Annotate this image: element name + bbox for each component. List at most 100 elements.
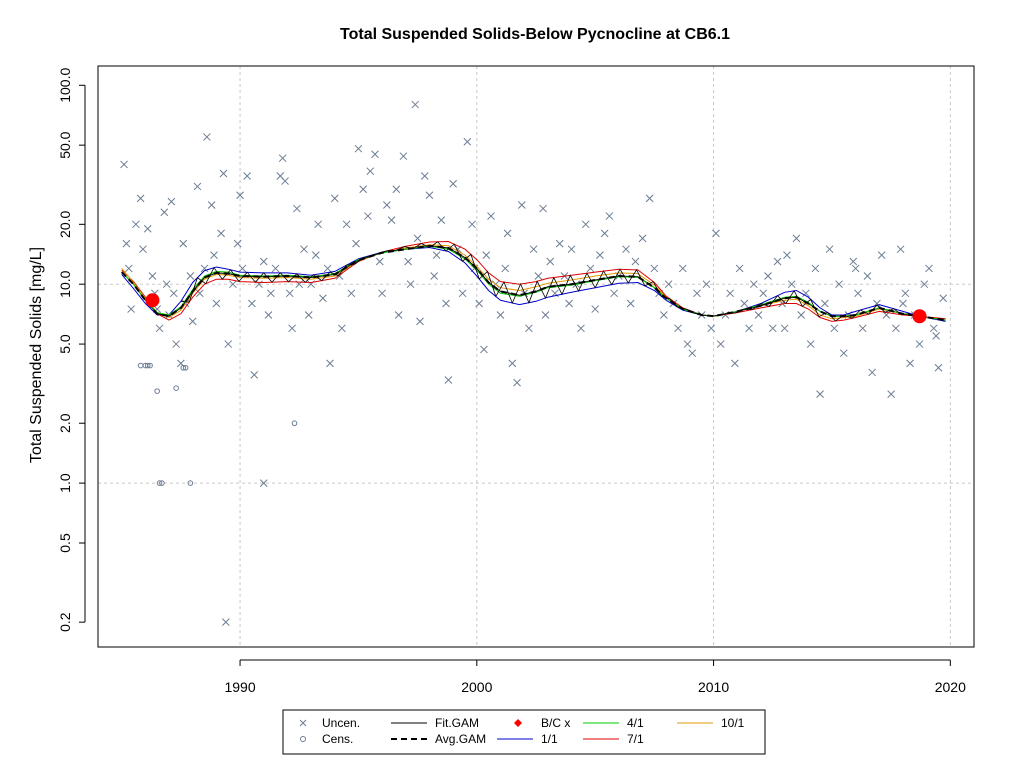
marker-stroke	[338, 324, 346, 333]
uncensored-point	[259, 479, 268, 487]
uncensored-point	[330, 194, 339, 203]
x-tick-label: 1990	[224, 679, 255, 695]
marker-stroke	[806, 340, 815, 348]
uncensored-point	[792, 234, 801, 243]
marker-stroke	[726, 289, 734, 298]
uncensored-point	[915, 340, 924, 348]
y-tick-label: 100.0	[57, 68, 73, 103]
uncensored-point	[148, 272, 157, 280]
marker-stroke	[188, 317, 197, 326]
marker-stroke	[250, 371, 259, 379]
uncensored-point	[638, 234, 647, 243]
uncensored-point	[849, 257, 858, 266]
chart-title: Total Suspended Solids-Below Pycnocline …	[340, 26, 730, 43]
marker-stroke	[352, 239, 360, 248]
uncensored-point	[797, 311, 806, 319]
uncensored-point	[160, 208, 169, 217]
marker-stroke	[432, 251, 441, 259]
uncensored-point	[278, 154, 287, 163]
uncensored-point	[442, 299, 450, 308]
uncensored-point	[217, 229, 225, 238]
uncensored-point	[364, 212, 372, 220]
uncensored-point	[596, 251, 604, 259]
uncensored-point	[899, 299, 907, 308]
marker-stroke	[136, 194, 145, 203]
marker-stroke	[148, 272, 157, 280]
marker-stroke	[899, 299, 907, 308]
marker-stroke	[539, 204, 547, 213]
uncensored-point	[122, 239, 131, 248]
marker-stroke	[224, 340, 233, 348]
marker-stroke	[854, 289, 862, 298]
uncensored-point	[143, 224, 152, 233]
marker-stroke	[773, 257, 782, 266]
uncensored-point	[773, 257, 782, 266]
marker-stroke	[259, 257, 268, 266]
marker-stroke	[555, 239, 564, 248]
marker-stroke	[534, 272, 543, 280]
marker-stroke	[420, 172, 429, 180]
marker-stroke	[934, 363, 943, 372]
marker-stroke	[278, 154, 287, 163]
marker-stroke	[735, 264, 744, 273]
censored-point	[291, 420, 298, 427]
uncensored-point	[413, 234, 422, 243]
marker-stroke	[293, 204, 301, 213]
uncensored-point	[382, 201, 391, 209]
y-tick-label: 20.0	[57, 210, 73, 237]
marker-stroke	[217, 229, 225, 238]
series-line-10-1	[121, 244, 946, 321]
uncensored-point	[591, 305, 600, 313]
legend-diamond-icon	[514, 719, 522, 727]
marker-stroke	[683, 340, 692, 348]
uncensored-point	[219, 169, 228, 178]
uncensored-point	[816, 390, 824, 399]
marker-stroke	[896, 245, 905, 254]
uncensored-point	[179, 239, 188, 248]
series-line-avg-gam	[120, 244, 946, 322]
uncensored-point	[787, 280, 796, 289]
legend-label: 10/1	[721, 716, 745, 730]
uncensored-point	[347, 289, 356, 298]
uncensored-point	[707, 324, 716, 333]
uncensored-point	[311, 251, 320, 259]
marker-stroke	[193, 182, 202, 191]
marker-stroke	[811, 264, 820, 273]
uncensored-point	[411, 100, 420, 109]
legend-item: Uncen.	[299, 716, 360, 730]
uncensored-point	[745, 324, 753, 333]
marker-stroke	[143, 224, 152, 233]
marker-stroke	[167, 197, 176, 206]
marker-stroke	[229, 280, 237, 289]
marker-stroke	[835, 280, 843, 289]
uncensored-point	[293, 204, 301, 213]
marker-stroke	[411, 100, 420, 109]
marker-stroke	[678, 264, 687, 273]
uncensored-point	[224, 340, 233, 348]
uncensored-point	[221, 618, 230, 627]
marker-stroke	[155, 324, 164, 333]
uncensored-point	[539, 204, 547, 213]
marker-stroke	[716, 340, 725, 348]
uncensored-point	[475, 299, 484, 308]
marker-stroke	[783, 251, 791, 259]
marker-stroke	[797, 311, 806, 319]
uncensored-point	[877, 251, 886, 259]
marker-stroke	[212, 299, 221, 308]
marker-stroke	[901, 289, 910, 298]
marker-stroke	[311, 251, 320, 259]
uncensored-point	[854, 289, 862, 298]
uncensored-point	[243, 172, 252, 180]
censored-point	[156, 480, 163, 486]
uncensored-point	[162, 280, 171, 289]
uncensored-point	[740, 299, 749, 308]
marker-stroke	[195, 289, 204, 298]
marker-stroke	[645, 194, 654, 203]
uncensored-point	[127, 305, 135, 313]
marker-stroke	[330, 194, 339, 203]
marker-stroke	[285, 289, 294, 298]
uncensored-point	[693, 289, 701, 298]
uncensored-point	[354, 144, 363, 153]
legend-label: B/C x	[541, 716, 570, 730]
